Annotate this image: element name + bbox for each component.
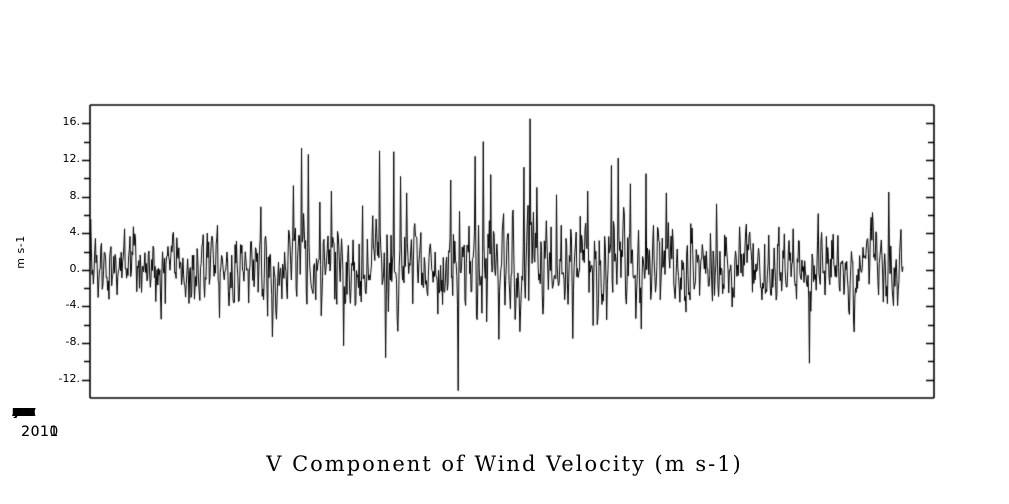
y-tick-label: 0. — [69, 261, 81, 275]
x-tick-label: SEP — [13, 407, 35, 419]
x-tick-label: JUN — [14, 407, 34, 419]
x-tick-label: AUG — [12, 407, 36, 419]
y-tick-label: 4. — [69, 225, 81, 239]
y-tick-label: 16. — [62, 115, 81, 129]
y-tick-label: -8. — [65, 335, 80, 349]
x-tick-label: APR — [13, 407, 35, 419]
y-tick-label: 12. — [62, 151, 81, 165]
x-tick-label: SEP — [13, 407, 35, 419]
x-tick-label: DEC — [12, 407, 36, 419]
x-tick-label: NOV — [11, 407, 37, 419]
x-tick-label: JUN — [14, 407, 34, 419]
x-tick-label: AUG — [12, 407, 36, 419]
x-tick-label: MAR — [11, 407, 37, 419]
x-tick-label: JAN — [14, 407, 34, 419]
y-tick-label: -12. — [58, 371, 80, 385]
x-tick-label: JUL — [15, 407, 33, 419]
x-axis-year-label: 2010 — [21, 424, 59, 440]
x-tick-label: OCT — [12, 407, 36, 419]
x-tick-label: NOV — [11, 407, 37, 419]
x-axis-year-label: 2011 — [21, 424, 59, 440]
x-tick-label: FEB — [13, 407, 35, 419]
variable-caption: V Component of Wind Velocity (m s-1) — [266, 452, 743, 476]
x-tick-label: MAY — [12, 407, 36, 419]
x-tick-label: OCT — [12, 407, 36, 419]
y-tick-label: -4. — [65, 298, 80, 312]
y-tick-label: 8. — [69, 188, 81, 202]
x-tick-label: JUL — [15, 407, 33, 419]
